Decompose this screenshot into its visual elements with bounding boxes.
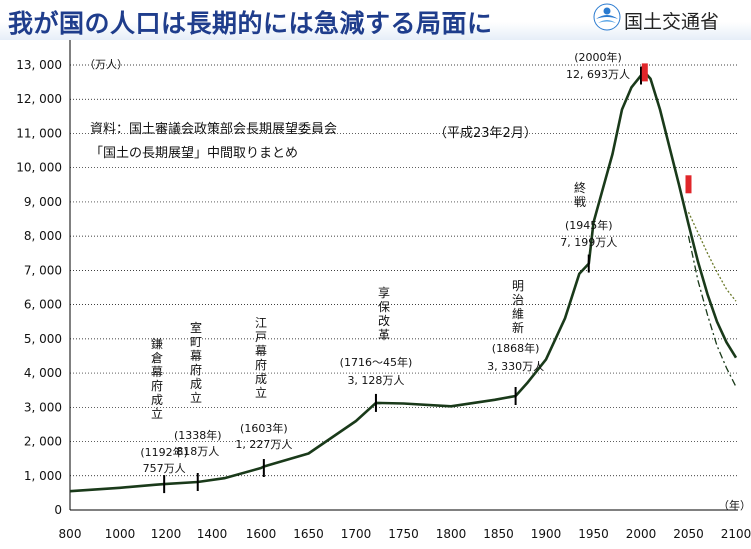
x-tick-label: 1850 — [483, 527, 514, 541]
y-tick-label: 10, 000 — [16, 161, 62, 175]
x-tick-label: 1900 — [531, 527, 562, 541]
ministry-name: 国土交通省 — [624, 11, 720, 33]
x-tick-labels: 800 1000 1200 1400 1600 1650 1700 1750 1800 1850 1… — [59, 527, 751, 541]
x-axis-unit: （年） — [718, 498, 751, 512]
x-tick-label: 1800 — [436, 527, 467, 541]
event-year: (1945年) — [565, 218, 613, 232]
event-label: 享保改革 — [378, 285, 390, 342]
x-tick-label: 1950 — [578, 527, 609, 541]
event-population: 12, 693万人 — [566, 68, 630, 81]
axes — [69, 40, 738, 511]
page-title: 我が国の人口は長期的には急減する局面に — [8, 9, 493, 38]
event-population: 818万人 — [176, 445, 219, 458]
highlight-marker — [641, 63, 648, 82]
event-year: (1603年) — [240, 421, 288, 435]
ministry-logo-icon — [593, 3, 621, 31]
event-population: 757万人 — [143, 462, 186, 475]
y-tick-label: 11, 000 — [16, 126, 62, 140]
y-tick-label: 9, 000 — [24, 195, 62, 209]
y-tick-label: 12, 000 — [16, 92, 62, 106]
source-line-2: 「国土の長期展望」中間取りまとめ — [90, 145, 298, 161]
event-population: 7, 199万人 — [560, 236, 617, 249]
y-tick-label: 7, 000 — [24, 263, 62, 277]
event-population: 3, 128万人 — [347, 374, 404, 387]
event-population: 1, 227万人 — [235, 438, 292, 451]
x-tick-label: 1400 — [197, 527, 228, 541]
x-tick-label: 1650 — [293, 527, 324, 541]
x-tick-label: 1200 — [151, 527, 182, 541]
event-label: 明治維新 — [512, 279, 524, 335]
series-line-dashdot — [687, 236, 737, 388]
event-year: (1868年) — [492, 341, 540, 355]
event-year: (1192年) — [140, 445, 188, 459]
y-tick-label: 3, 000 — [24, 400, 62, 414]
y-tick-label: 2, 000 — [24, 435, 62, 449]
title-bar: 我が国の人口は長期的には急減する局面に 国土交通省 — [0, 0, 751, 40]
event-year: (1716～45年) — [340, 355, 413, 369]
y-tick-label: 4, 000 — [24, 366, 62, 380]
event-label: 終戦 — [574, 180, 586, 209]
event-population: 3, 330万人 — [487, 360, 544, 373]
series-line-dotted — [687, 211, 737, 302]
x-tick-label: 1750 — [388, 527, 419, 541]
event-year: (2000年) — [574, 50, 622, 64]
y-tick-label: 13, 000 — [16, 58, 62, 72]
y-tick-label: 6, 000 — [24, 298, 62, 312]
y-tick-labels: 0 1, 000 2, 000 3, 000 4, 000 5, 000 6, 000 7, … — [16, 58, 62, 517]
event-label: 江戸幕府成立 — [255, 316, 267, 400]
highlight-marker — [685, 175, 692, 194]
y-tick-label: 5, 000 — [24, 332, 62, 346]
x-tick-label: 1600 — [246, 527, 277, 541]
y-tick-label: 1, 000 — [24, 469, 62, 483]
y-tick-label: 8, 000 — [24, 229, 62, 243]
event-year: (1338年) — [174, 428, 222, 442]
y-tick-label: 0 — [54, 503, 62, 517]
x-tick-label: 800 — [59, 527, 82, 541]
population-series — [69, 71, 738, 493]
x-tick-label: 2000 — [626, 527, 657, 541]
source-date: （平成23年2月） — [434, 126, 537, 141]
highlight-markers — [641, 63, 692, 194]
source-line-1: 資料：国土審議会政策部会長期展望委員会 — [90, 121, 337, 137]
event-label: 室町幕府成立 — [190, 320, 202, 405]
series-line-solid — [69, 71, 738, 493]
x-tick-label: 2050 — [673, 527, 704, 541]
event-label: 鎌倉幕府成立 — [151, 336, 163, 421]
x-tick-label: 1700 — [341, 527, 372, 541]
historical-events: 鎌倉幕府成立 (1192年) 757万人 室町幕府成立 (1338年) 818万人 江戸幕府… — [140, 50, 642, 494]
x-tick-label: 1000 — [105, 527, 136, 541]
y-axis-unit: （万人） — [84, 58, 128, 71]
x-tick-label: 2100 — [721, 527, 751, 541]
population-chart: 0 1, 000 2, 000 3, 000 4, 000 5, 000 6, 000 7, … — [16, 40, 751, 541]
grid-lines — [70, 64, 738, 477]
